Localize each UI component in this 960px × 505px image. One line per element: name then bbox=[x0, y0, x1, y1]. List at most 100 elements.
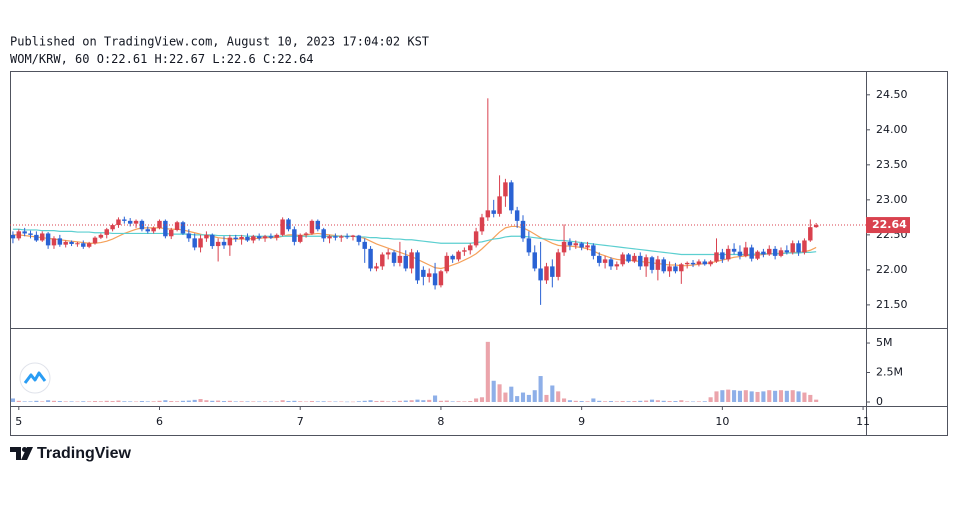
moving-average-line bbox=[12, 225, 817, 270]
volume-bar bbox=[227, 400, 232, 402]
volume-bar bbox=[532, 390, 537, 402]
volume-bar bbox=[597, 400, 602, 402]
candle-body bbox=[673, 266, 678, 272]
volume-bar bbox=[649, 399, 655, 402]
volume-bar bbox=[755, 391, 760, 402]
volume-bar bbox=[720, 390, 725, 402]
brand-name: TradingView bbox=[37, 445, 132, 462]
watermark-logo bbox=[19, 362, 51, 394]
candle-body bbox=[714, 252, 719, 262]
candle-body bbox=[532, 252, 537, 269]
volume-bar bbox=[198, 399, 203, 402]
volume-bar bbox=[726, 389, 731, 402]
candle-body bbox=[608, 259, 614, 267]
candle-body bbox=[497, 196, 502, 214]
candles bbox=[10, 98, 819, 305]
volume-bar bbox=[702, 401, 707, 402]
candle-body bbox=[462, 250, 467, 252]
volume-bar bbox=[626, 401, 631, 402]
volume-bar bbox=[134, 401, 139, 403]
candle-body bbox=[169, 229, 174, 237]
candle-body bbox=[292, 229, 297, 242]
volume-bar bbox=[245, 401, 250, 402]
candle-body bbox=[374, 266, 379, 269]
candle-body bbox=[122, 219, 127, 221]
candle-body bbox=[180, 222, 186, 234]
candle-body bbox=[10, 234, 16, 239]
candle-body bbox=[573, 243, 579, 246]
candle-body bbox=[643, 257, 649, 267]
candle-body bbox=[344, 236, 350, 238]
candle-body bbox=[385, 252, 391, 255]
candle-body bbox=[444, 255, 450, 272]
candle-body bbox=[139, 220, 145, 230]
volume-bar bbox=[784, 390, 789, 402]
volume-bar bbox=[204, 400, 209, 402]
candle-body bbox=[127, 220, 133, 224]
volume-bar bbox=[356, 401, 361, 402]
candle-body bbox=[356, 235, 362, 242]
candle-body bbox=[485, 210, 491, 218]
volume-bar bbox=[603, 401, 608, 402]
volume-bar bbox=[737, 390, 742, 402]
volume-bar bbox=[491, 380, 496, 402]
candle-body bbox=[550, 266, 555, 277]
candle-body bbox=[286, 219, 291, 230]
volume-bar bbox=[591, 398, 596, 402]
candle-body bbox=[544, 266, 549, 281]
candle-body bbox=[28, 233, 33, 235]
volume-bar bbox=[468, 401, 473, 402]
volume-bar bbox=[274, 401, 279, 402]
ohlc-label: L: bbox=[212, 52, 226, 66]
candle-body bbox=[708, 261, 713, 265]
x-tick-label: 11 bbox=[856, 415, 870, 428]
ohlc-value: 22.61 bbox=[111, 52, 147, 66]
candle-body bbox=[614, 264, 620, 267]
candle-body bbox=[626, 254, 631, 262]
candle-body bbox=[268, 236, 274, 238]
brand-logo bbox=[10, 447, 33, 460]
candle-body bbox=[813, 225, 819, 228]
volume-bar bbox=[690, 401, 696, 403]
volume-bar bbox=[104, 400, 109, 402]
volume-bar bbox=[151, 401, 156, 402]
candle-body bbox=[649, 257, 655, 270]
volume-bar bbox=[608, 401, 614, 402]
volume-bar bbox=[497, 384, 502, 402]
candle-body bbox=[403, 255, 408, 269]
y-tick-label: 22.00 bbox=[876, 263, 908, 276]
volume-bar bbox=[438, 400, 443, 402]
candle-body bbox=[772, 248, 778, 256]
candle-body bbox=[63, 241, 68, 245]
volume-bar bbox=[462, 401, 467, 402]
moving-average-line bbox=[12, 228, 817, 256]
y-tick-label: 23.50 bbox=[876, 158, 908, 171]
candle-body bbox=[98, 234, 104, 238]
candle-body bbox=[456, 251, 461, 260]
candle-body bbox=[473, 231, 479, 246]
candle-body bbox=[221, 241, 227, 246]
volume-bar bbox=[186, 400, 191, 402]
ohlc-value: 22.6 bbox=[227, 52, 256, 66]
volume-bar bbox=[614, 401, 619, 402]
candle-body bbox=[204, 234, 209, 239]
candle-body bbox=[585, 245, 590, 248]
candle-body bbox=[163, 220, 168, 237]
candle-body bbox=[415, 252, 420, 281]
volume-bar bbox=[767, 390, 772, 402]
candle-body bbox=[303, 233, 309, 235]
x-tick-label: 10 bbox=[715, 415, 729, 428]
volume-bar bbox=[239, 401, 244, 402]
volume-bar bbox=[433, 395, 438, 402]
volume-bar bbox=[16, 400, 21, 402]
volume-bar bbox=[474, 398, 479, 402]
x-tick-label: 5 bbox=[15, 415, 22, 428]
candle-body bbox=[280, 219, 285, 235]
volume-bar bbox=[655, 400, 660, 402]
volume-bar bbox=[374, 401, 379, 402]
candle-body bbox=[690, 262, 696, 265]
candle-body bbox=[426, 273, 432, 277]
candle-body bbox=[602, 259, 608, 263]
candle-body bbox=[755, 251, 760, 259]
candle-body bbox=[761, 251, 766, 255]
